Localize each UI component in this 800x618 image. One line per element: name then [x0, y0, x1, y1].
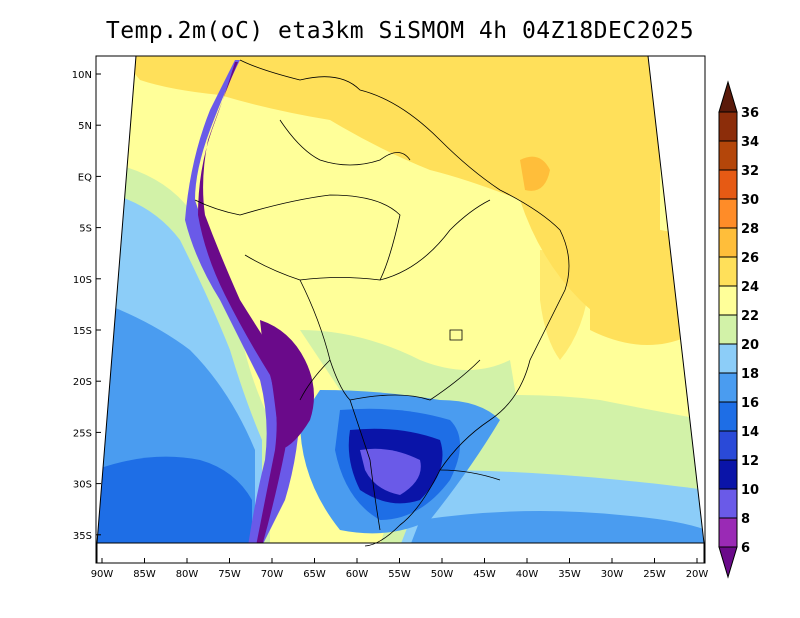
colorbar-label: 10	[741, 483, 759, 498]
colorbar-segment	[718, 285, 738, 316]
colorbar-label: 6	[741, 541, 750, 556]
colorbar-label: 28	[741, 222, 759, 237]
lon-tick-label: 40W	[516, 569, 539, 580]
lat-tick-label: 30S	[73, 480, 92, 491]
colorbar-label: 26	[741, 251, 759, 266]
colorbar-label: 22	[741, 309, 759, 324]
lon-tick-label: 80W	[176, 569, 199, 580]
lat-tick-label: 5S	[79, 224, 92, 235]
colorbar-segment	[718, 430, 738, 461]
colorbar-segment	[718, 256, 738, 287]
colorbar-segment	[718, 401, 738, 432]
colorbar-label: 18	[741, 367, 759, 382]
lon-tick-label: 70W	[261, 569, 284, 580]
colorbar-segment	[718, 314, 738, 345]
colorbar-label: 36	[741, 106, 759, 121]
colorbar-segment	[718, 198, 738, 229]
lat-tick-label: 35S	[73, 531, 92, 542]
lat-tick-label: 10S	[73, 275, 92, 286]
lon-tick-label: 50W	[431, 569, 454, 580]
colorbar-low-arrow	[718, 546, 738, 579]
lon-tick-label: 30W	[601, 569, 624, 580]
longitude-axis: 90W 85W 80W 75W 70W 65W 60W 55W 50W 45W 40W 35W 30W 2…	[91, 558, 709, 580]
colorbar-label: 12	[741, 454, 759, 469]
lon-tick-label: 55W	[388, 569, 411, 580]
lat-tick-label: 10N	[72, 70, 92, 81]
lon-tick-label: 35W	[558, 569, 581, 580]
lon-tick-label: 75W	[218, 569, 241, 580]
map-title: Temp.2m(oC) eta3km SiSMOM 4h 04Z18DEC202…	[105, 18, 695, 44]
lon-tick-label: 20W	[686, 569, 709, 580]
colorbar-label: 34	[741, 135, 759, 150]
colorbar-label: 32	[741, 164, 759, 179]
lon-tick-label: 85W	[133, 569, 156, 580]
colorbar-segment	[718, 343, 738, 374]
colorbar-label: 14	[741, 425, 759, 440]
lon-tick-label: 90W	[91, 569, 114, 580]
lat-tick-label: EQ	[78, 172, 92, 183]
temperature-field	[97, 56, 704, 543]
lat-tick-label: 15S	[73, 326, 92, 337]
colorbar-label: 30	[741, 193, 759, 208]
colorbar-segment	[718, 140, 738, 171]
colorbar: 6 8 10 12 14 16 18 20 22 24 26 28 30 32 34 36	[718, 80, 759, 579]
colorbar-label: 24	[741, 280, 759, 295]
lat-tick-label: 5N	[78, 121, 92, 132]
lon-tick-label: 60W	[346, 569, 369, 580]
colorbar-segment	[718, 459, 738, 490]
colorbar-segment	[718, 372, 738, 403]
colorbar-label: 16	[741, 396, 759, 411]
lat-tick-label: 25S	[73, 428, 92, 439]
country-borders	[194, 59, 570, 547]
lon-tick-label: 25W	[643, 569, 666, 580]
colorbar-segment	[718, 488, 738, 519]
colorbar-segment	[718, 169, 738, 200]
lon-tick-label: 45W	[473, 569, 496, 580]
lat-tick-label: 20S	[73, 377, 92, 388]
latitude-axis: 10N 5N EQ 5S 10S 15S 20S 25S 30S 35S	[72, 70, 101, 542]
colorbar-label: 8	[741, 512, 750, 527]
colorbar-label: 20	[741, 338, 759, 353]
plot-border	[95, 55, 706, 564]
colorbar-segment	[718, 111, 738, 142]
colorbar-high-arrow	[718, 80, 738, 113]
colorbar-segment	[718, 517, 738, 548]
colorbar-segment	[718, 227, 738, 258]
lon-tick-label: 65W	[303, 569, 326, 580]
